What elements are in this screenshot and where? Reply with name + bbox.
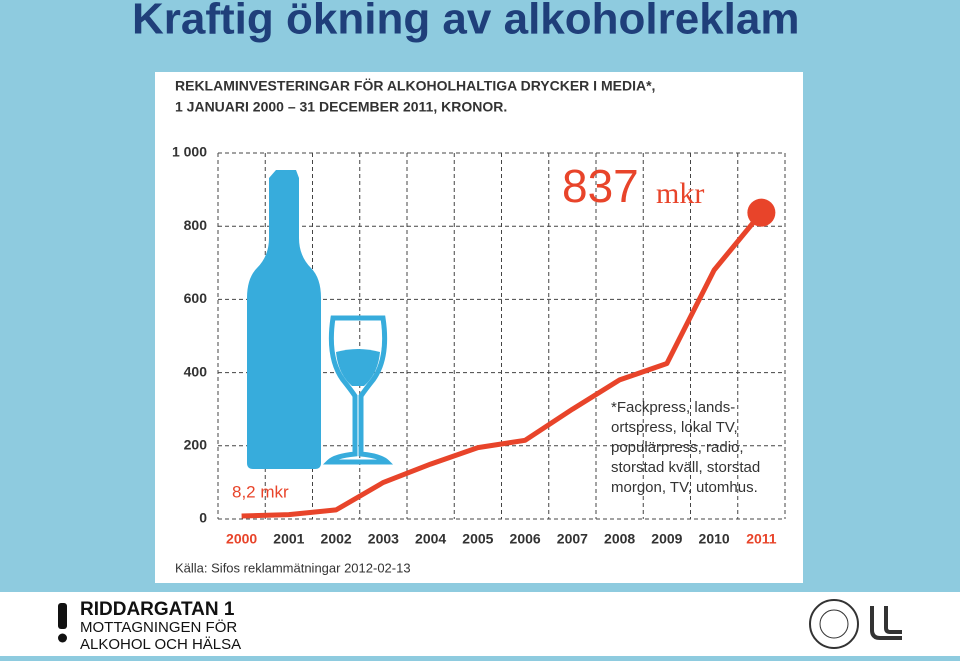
seal-logo <box>809 599 859 649</box>
footer <box>0 592 960 656</box>
jl-logo <box>870 606 902 640</box>
footnote-line: populärpress, radio, <box>611 439 744 456</box>
start-label: 8,2 mkr <box>232 482 289 501</box>
footnote-line: ortspress, lokal TV, <box>611 419 738 436</box>
glass-wine <box>336 349 380 386</box>
footnote-line: morgon, TV, utomhus. <box>611 479 758 496</box>
y-tick-label: 600 <box>184 290 208 306</box>
logo-text: ALKOHOL OCH HÄLSA <box>80 636 241 653</box>
x-tick-label: 2003 <box>368 531 399 547</box>
glass-icon <box>322 315 394 465</box>
logo-icon <box>58 633 67 643</box>
x-tick-label: 2000 <box>226 531 257 547</box>
x-tick-label: 2010 <box>699 531 730 547</box>
data-line <box>241 211 764 519</box>
x-tick-label: 2009 <box>651 531 682 547</box>
y-tick-label: 1 000 <box>172 144 207 160</box>
footnote-line: *Fackpress, lands- <box>611 399 735 416</box>
bottle-icon <box>247 170 321 469</box>
end-label-unit: mkr <box>656 177 704 210</box>
source: Källa: Sifos reklammätningar 2012-02-13 <box>175 560 411 575</box>
logo-text: RIDDARGATAN 1 <box>80 599 235 620</box>
x-tick-label: 2004 <box>415 531 446 547</box>
y-tick-label: 200 <box>184 437 208 453</box>
chart-title: 1 JANUARI 2000 – 31 DECEMBER 2011, KRONO… <box>175 99 507 115</box>
footnote-line: storstad kväll, storstad <box>611 459 760 476</box>
y-tick-label: 400 <box>184 363 208 379</box>
end-marker <box>747 198 776 227</box>
seal-logo <box>819 609 849 639</box>
chart-title: REKLAMINVESTERINGAR FÖR ALKOHOLHALTIGA D… <box>175 78 655 94</box>
end-label: 837 <box>562 160 639 212</box>
y-tick-label: 0 <box>199 510 207 526</box>
slide-title: Kraftig ökning av alkoholreklam <box>132 0 800 44</box>
x-tick-label: 2011 <box>746 531 777 547</box>
footnote: *Fackpress, lands- ortspress, lokal TV, … <box>611 399 760 496</box>
x-tick-label: 2006 <box>510 531 541 547</box>
logo-text: MOTTAGNINGEN FÖR <box>80 618 237 636</box>
x-tick-label: 2008 <box>604 531 635 547</box>
x-tick-label: 2007 <box>557 531 588 547</box>
y-tick-label: 800 <box>184 217 208 233</box>
x-tick-label: 2001 <box>273 531 304 547</box>
x-tick-label: 2005 <box>462 531 493 547</box>
logo-icon <box>58 603 67 629</box>
x-tick-label: 2002 <box>321 531 352 547</box>
